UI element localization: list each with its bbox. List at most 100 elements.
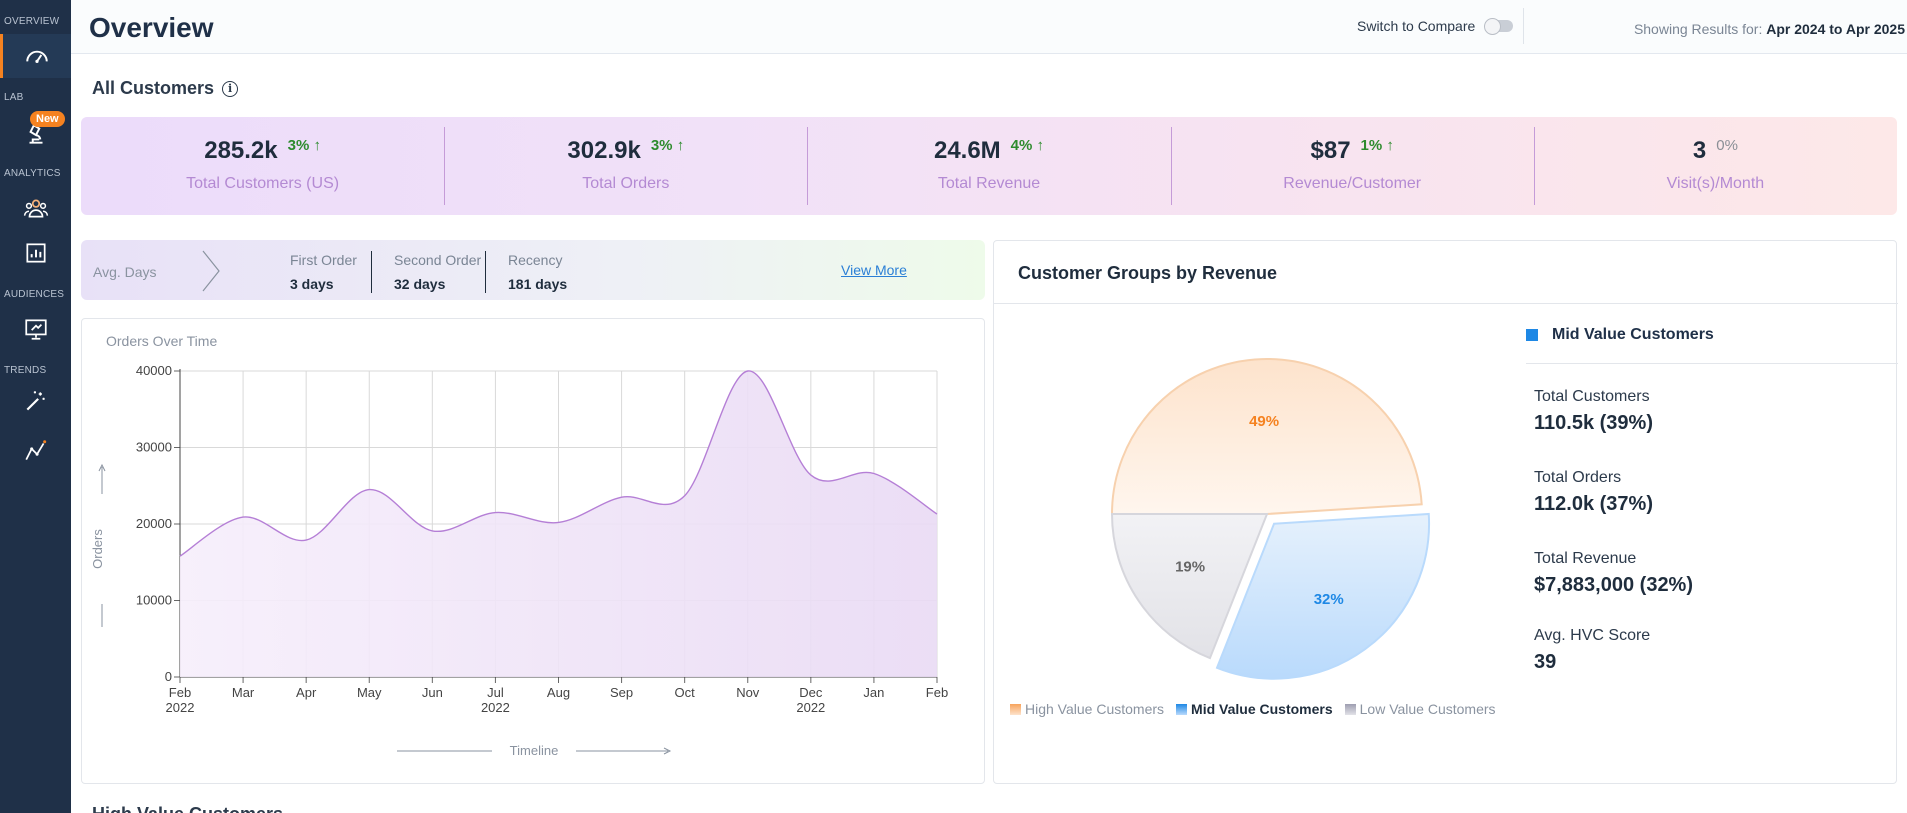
presentation-icon: [24, 319, 47, 340]
x-axis-arrowhead: [663, 747, 672, 755]
kpi-delta: 3% ↑: [287, 137, 321, 154]
x-tick-label: May: [357, 685, 382, 700]
kpi-band: 285.2k 3% ↑ Total Customers (US) 302.9k 3%…: [81, 117, 1897, 215]
sidebar-item-customers[interactable]: [0, 186, 71, 230]
microscope-icon: [28, 123, 42, 144]
sidebar: OVERVIEW LAB New ANALYTICS AUDIENCES TRE…: [0, 0, 71, 813]
kpi-label: Total Orders: [582, 175, 670, 192]
orders-area: [180, 370, 937, 677]
sidebar-section-audiences: AUDIENCES: [4, 289, 65, 300]
y-tick-label: 20000: [136, 516, 172, 531]
y-tick-label: 30000: [136, 440, 172, 455]
arrow-up-icon: ↑: [1386, 137, 1394, 154]
pie-slice-label: 32%: [1314, 591, 1344, 608]
kpi-delta: 1% ↑: [1360, 137, 1394, 154]
arrow-up-icon: ↑: [313, 137, 321, 154]
pie-legend: High Value Customers Mid Value Customers…: [1010, 701, 1496, 717]
kpi-delta: 0%: [1716, 137, 1738, 154]
metric-value: 39: [1534, 651, 1557, 673]
avg-col-title: Second Order: [394, 252, 482, 268]
x-axis-label: Timeline: [510, 743, 559, 758]
legend-label: Low Value Customers: [1359, 701, 1496, 717]
sidebar-section-analytics: ANALYTICS: [4, 168, 61, 179]
orders-over-time-card: Orders Over Time 0 10000 20000 30000 40000 Fe…: [81, 318, 985, 784]
metric-label: Total Orders: [1534, 469, 1622, 486]
avg-col-title: Recency: [508, 252, 563, 268]
avg-first-order: First Order 3 days: [290, 252, 357, 292]
speedometer-icon: [26, 50, 48, 64]
y-axis-arrowhead: [98, 463, 106, 472]
kpi-total-orders: 302.9k 3% ↑ Total Orders: [444, 117, 807, 215]
avg-col-value: 3 days: [290, 276, 334, 292]
kpi-label: Total Customers (US): [186, 175, 340, 192]
compare-toggle[interactable]: [1484, 18, 1514, 35]
orders-chart: 0 10000 20000 30000 40000 Feb 2022 Mar Apr May Jun…: [90, 363, 948, 758]
compare-label: Switch to Compare: [1357, 18, 1476, 34]
page-header: Overview Switch to Compare Showing Resul…: [71, 0, 1907, 54]
avg-days-label: Avg. Days: [93, 264, 157, 280]
sidebar-item-reports[interactable]: [0, 231, 71, 275]
x-tick-label: Aug: [547, 685, 570, 700]
x-tick-label: Jan: [863, 685, 884, 700]
kpi-delta: 3% ↑: [650, 137, 685, 154]
x-tick-label: Jun: [422, 685, 443, 700]
metric-avg-hvc-score: Avg. HVC Score 39: [1534, 627, 1650, 674]
customer-groups-card: Customer Groups by Revenue 49% 32% 19% Hig…: [993, 240, 1898, 784]
sidebar-item-trends-magic[interactable]: [0, 379, 71, 423]
next-section-title: High Value Customers: [92, 804, 283, 813]
legend-label: High Value Customers: [1025, 701, 1165, 717]
kpi-value: 3: [1692, 137, 1707, 164]
avg-divider: [485, 251, 486, 293]
legend-item-low[interactable]: Low Value Customers: [1344, 701, 1496, 717]
group-detail-title: Mid Value Customers: [1552, 326, 1714, 343]
date-range-display[interactable]: Showing Results for: Apr 2024 to Apr 202…: [1634, 21, 1905, 37]
metric-value: 110.5k (39%): [1534, 412, 1653, 434]
y-axis-label: Orders: [90, 529, 105, 569]
x-tick-label: Jul 2022: [481, 685, 510, 715]
legend-item-mid[interactable]: Mid Value Customers: [1176, 701, 1333, 717]
pie-slice-mid-value-customers[interactable]: [1215, 512, 1431, 680]
kpi-visits-per-month: 3 0% Visit(s)/Month: [1533, 117, 1897, 215]
y-tick-label: 40000: [136, 363, 172, 378]
kpi-total-customers: 285.2k 3% ↑ Total Customers (US): [81, 117, 444, 215]
legend-label: Mid Value Customers: [1191, 701, 1333, 717]
sidebar-section-overview: OVERVIEW: [4, 16, 60, 27]
sidebar-item-overview[interactable]: [0, 34, 71, 78]
showing-range: Apr 2024 to Apr 2025: [1766, 21, 1905, 37]
bar-chart-icon: [25, 243, 46, 263]
x-tick-label: Dec 2022: [796, 685, 825, 715]
avg-divider: [371, 251, 372, 293]
kpi-delta: 4% ↑: [1010, 137, 1045, 154]
pie-slice-label: 19%: [1175, 558, 1205, 575]
avg-col-value: 181 days: [508, 276, 568, 292]
group-color-swatch: [1526, 329, 1538, 341]
info-icon[interactable]: i: [222, 80, 239, 97]
kpi-value: $87: [1310, 137, 1351, 164]
avg-second-order: Second Order 32 days: [394, 252, 481, 292]
divider: [994, 303, 1898, 304]
view-more-link[interactable]: View More: [841, 262, 907, 278]
pie-slice-high-value-customers[interactable]: [1110, 358, 1423, 515]
pie-slice-low-value-customers[interactable]: [1110, 513, 1269, 660]
sidebar-item-lab[interactable]: [0, 112, 71, 156]
avg-recency: Recency 181 days: [508, 252, 567, 292]
compare-switch: Switch to Compare: [1357, 18, 1514, 35]
legend-swatch: [1344, 703, 1356, 715]
sidebar-item-trends-line[interactable]: [0, 429, 71, 473]
kpi-value: 285.2k: [204, 137, 278, 164]
x-tick-label: Apr: [296, 685, 317, 700]
legend-item-high[interactable]: High Value Customers: [1010, 701, 1164, 717]
arrow-up-icon: ↑: [676, 137, 685, 154]
group-detail-heading: Mid Value Customers: [1526, 326, 1714, 344]
x-tick-label: Sep: [610, 685, 633, 700]
orders-chart-subtitle: Orders Over Time: [106, 333, 218, 349]
metric-label: Total Customers: [1534, 388, 1650, 405]
metric-total-revenue: Total Revenue $7,883,000 (32%): [1534, 550, 1693, 597]
sidebar-item-audiences[interactable]: [0, 307, 71, 351]
new-badge: New: [30, 111, 65, 127]
metric-value: 112.0k (37%): [1534, 493, 1653, 515]
y-tick-label: 0: [165, 669, 172, 684]
metric-label: Total Revenue: [1534, 550, 1637, 567]
page-title: Overview: [89, 12, 214, 43]
all-customers-title-text: All Customers: [92, 78, 215, 98]
